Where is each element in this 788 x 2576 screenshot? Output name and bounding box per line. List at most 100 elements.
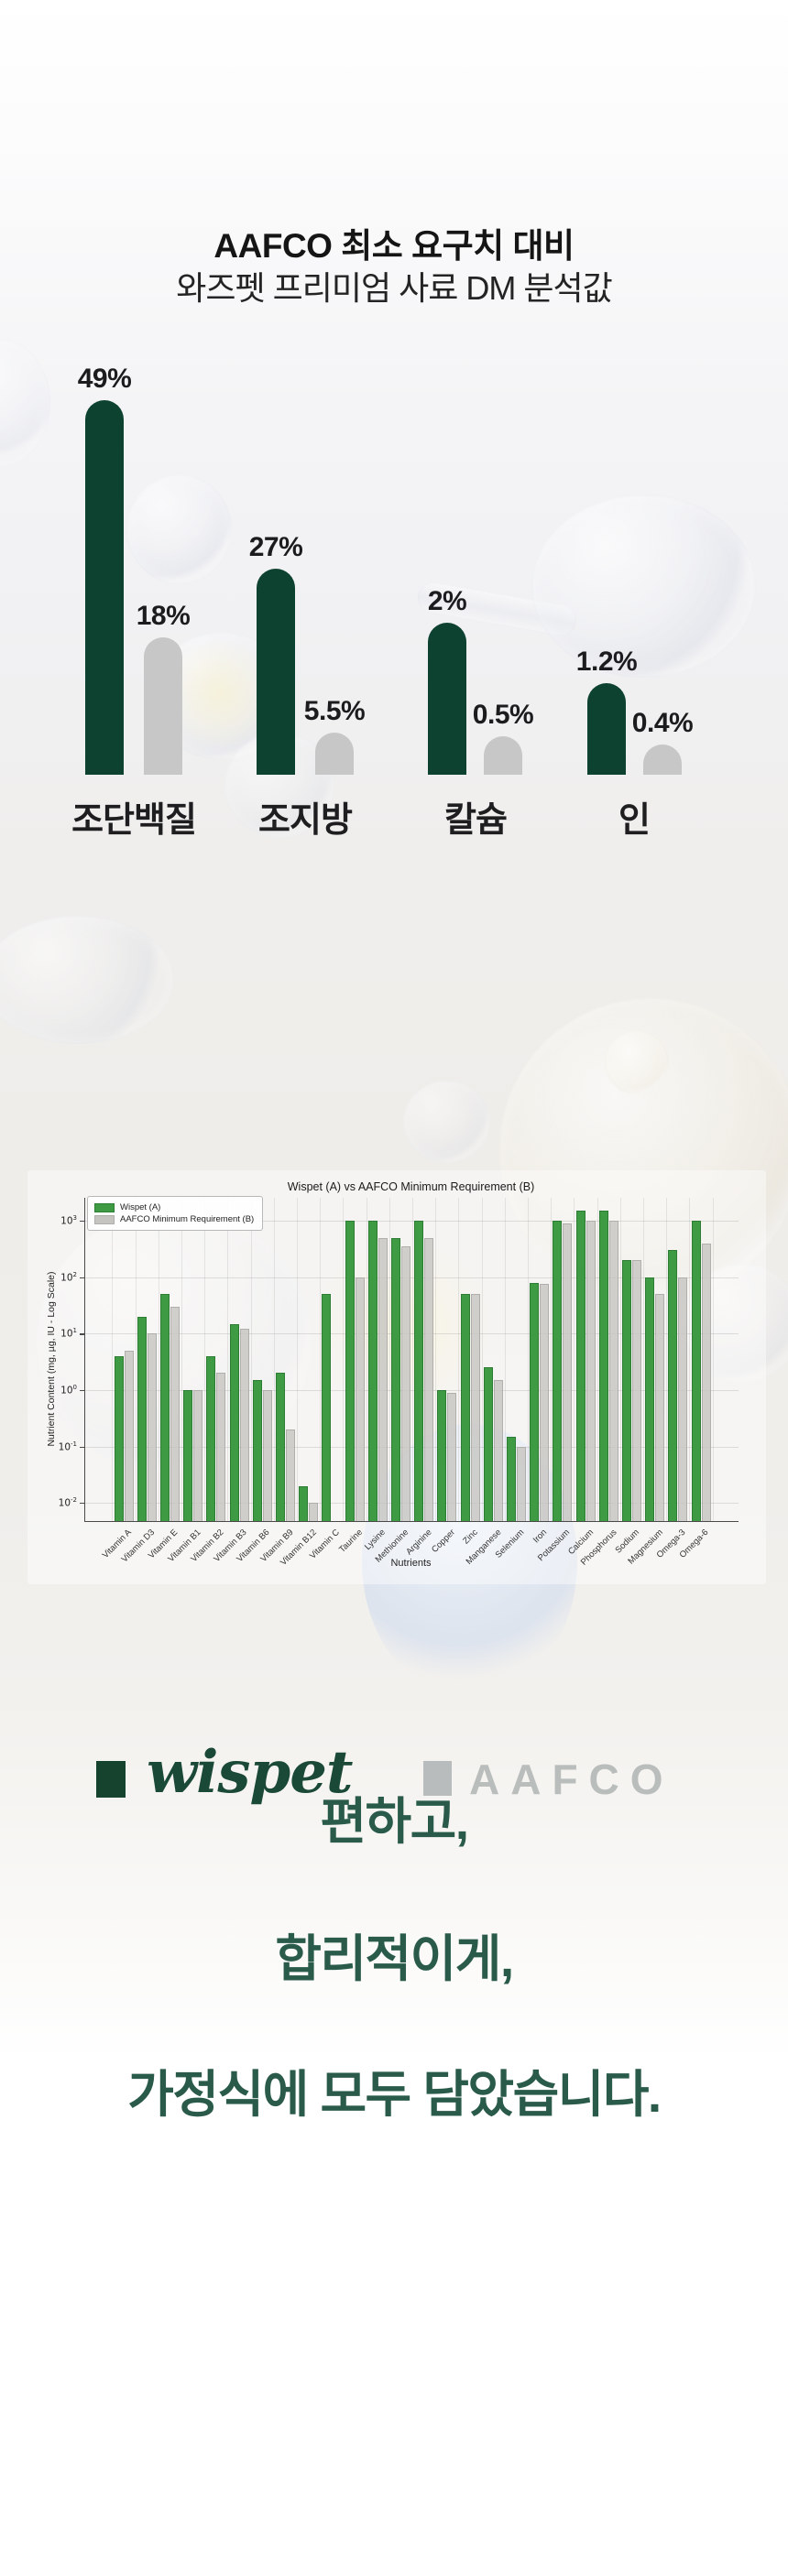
hero-bar-wispet [587, 683, 626, 775]
hero-value-aafco: 5.5% [303, 696, 366, 726]
sci-bar-aafco [170, 1306, 180, 1521]
gridline-horizontal [85, 1389, 739, 1391]
sci-bar-wispet [367, 1221, 378, 1521]
footer-line-3: 가정식에 모두 담았습니다. [127, 2066, 662, 2123]
y-tick-label: 10-2 [58, 1496, 77, 1509]
hero-bar-wispet [257, 569, 295, 775]
footer-line-1: 편하고, [320, 1793, 469, 1850]
page-title-line1: AAFCO 최소 요구치 대비 [213, 227, 575, 265]
hero-bar-aafco [643, 745, 682, 775]
gridline-vertical [297, 1198, 298, 1521]
sci-bar-wispet [437, 1390, 447, 1521]
hero-category-label: 인 [618, 801, 651, 840]
hero-bar-wispet [428, 623, 466, 775]
sci-bar-aafco [424, 1237, 434, 1521]
legend-swatch-gray [94, 1214, 115, 1224]
gridline-horizontal [85, 1446, 739, 1448]
gridline-vertical [250, 1198, 252, 1521]
sci-bar-aafco [378, 1237, 388, 1521]
gridline-vertical [481, 1198, 483, 1521]
sci-bar-aafco [262, 1390, 272, 1521]
legend-item-wispet: Wispet (A) [94, 1201, 254, 1213]
aafco-legend-swatch [423, 1761, 452, 1796]
chart-legend: Wispet (A) AAFCO Minimum Requirement (B) [87, 1196, 264, 1231]
gridline-horizontal [85, 1333, 739, 1335]
y-tick-mark [80, 1389, 84, 1392]
gridline-vertical [273, 1198, 275, 1521]
legend-label: Wispet (A) [120, 1202, 161, 1212]
gridline-vertical [458, 1198, 460, 1521]
sci-bar-aafco [701, 1243, 711, 1521]
gridline-horizontal [85, 1221, 739, 1223]
legend-item-aafco: AAFCO Minimum Requirement (B) [94, 1213, 254, 1225]
gridline-vertical [574, 1198, 575, 1521]
footer-line-2: 합리적이게, [275, 1930, 514, 1987]
gridline-vertical [389, 1198, 390, 1521]
sci-bar-wispet [299, 1485, 309, 1521]
hero-value-wispet: 49% [77, 364, 132, 394]
aafco-logo: AAFCO [469, 1755, 674, 1803]
sci-bar-aafco [470, 1294, 480, 1521]
sci-bar-aafco [586, 1221, 596, 1521]
hero-value-wispet: 1.2% [575, 647, 638, 677]
gridline-vertical [181, 1198, 182, 1521]
gridline-vertical [504, 1198, 506, 1521]
legend-label: AAFCO Minimum Requirement (B) [120, 1214, 255, 1224]
sci-bar-wispet [137, 1316, 147, 1521]
y-tick-label: 101 [60, 1327, 77, 1340]
sci-bar-aafco [516, 1446, 526, 1521]
sci-bar-wispet [506, 1436, 516, 1521]
y-tick-mark [80, 1221, 84, 1223]
gridline-vertical [689, 1198, 691, 1521]
gridline-vertical [204, 1198, 206, 1521]
gridline-horizontal [85, 1277, 739, 1278]
hero-value-wispet: 27% [248, 532, 303, 562]
sci-bar-aafco [193, 1390, 203, 1521]
sci-bar-wispet [460, 1294, 470, 1521]
y-tick-label: 100 [60, 1383, 77, 1397]
gridline-vertical [596, 1198, 598, 1521]
sci-bar-wispet [553, 1221, 563, 1521]
sci-bar-aafco [655, 1294, 665, 1521]
sci-bar-aafco [631, 1260, 641, 1521]
y-tick-mark [80, 1277, 84, 1278]
chart-plot-area [84, 1198, 739, 1522]
sci-bar-aafco [540, 1284, 550, 1521]
bubble-decoration [403, 1081, 490, 1163]
y-tick-label: 10-1 [58, 1440, 77, 1453]
sci-bar-wispet [668, 1250, 678, 1521]
gridline-vertical [135, 1198, 137, 1521]
gridline-vertical [528, 1198, 529, 1521]
sci-bar-wispet [390, 1237, 400, 1521]
gridline-vertical [112, 1198, 114, 1521]
sci-bar-aafco [285, 1429, 295, 1521]
sci-bar-wispet [691, 1221, 701, 1521]
gridline-vertical [619, 1198, 621, 1521]
y-tick-label: 102 [60, 1270, 77, 1284]
gridline-vertical [320, 1198, 322, 1521]
hero-value-aafco: 0.5% [472, 700, 534, 730]
sci-bar-aafco [216, 1373, 226, 1521]
sci-bar-wispet [229, 1323, 239, 1521]
hero-bar-aafco [315, 733, 354, 775]
sci-bar-aafco [147, 1333, 157, 1521]
wispet-logo: wispet [147, 1738, 353, 1807]
sci-bar-wispet [252, 1380, 262, 1521]
chart-x-axis-label: Nutrients [390, 1558, 432, 1569]
gridline-horizontal [85, 1503, 739, 1505]
sci-bar-aafco [400, 1246, 410, 1521]
sci-bar-wispet [483, 1367, 493, 1521]
sci-bar-aafco [563, 1223, 573, 1521]
sci-bar-wispet [645, 1277, 655, 1521]
sci-bar-wispet [114, 1355, 124, 1521]
sci-bar-wispet [345, 1221, 355, 1521]
gridline-vertical [343, 1198, 345, 1521]
hero-value-wispet: 2% [427, 586, 467, 616]
hero-bar-wispet [85, 400, 124, 775]
chart-title: Wispet (A) vs AAFCO Minimum Requirement … [287, 1180, 535, 1193]
sci-bar-aafco [447, 1392, 457, 1521]
hero-category-label: 조단백질 [71, 801, 197, 840]
sci-bar-aafco [608, 1221, 618, 1521]
page-title-line2: 와즈펫 프리미엄 사료 DM 분석값 [176, 269, 612, 307]
sci-bar-wispet [530, 1282, 540, 1521]
